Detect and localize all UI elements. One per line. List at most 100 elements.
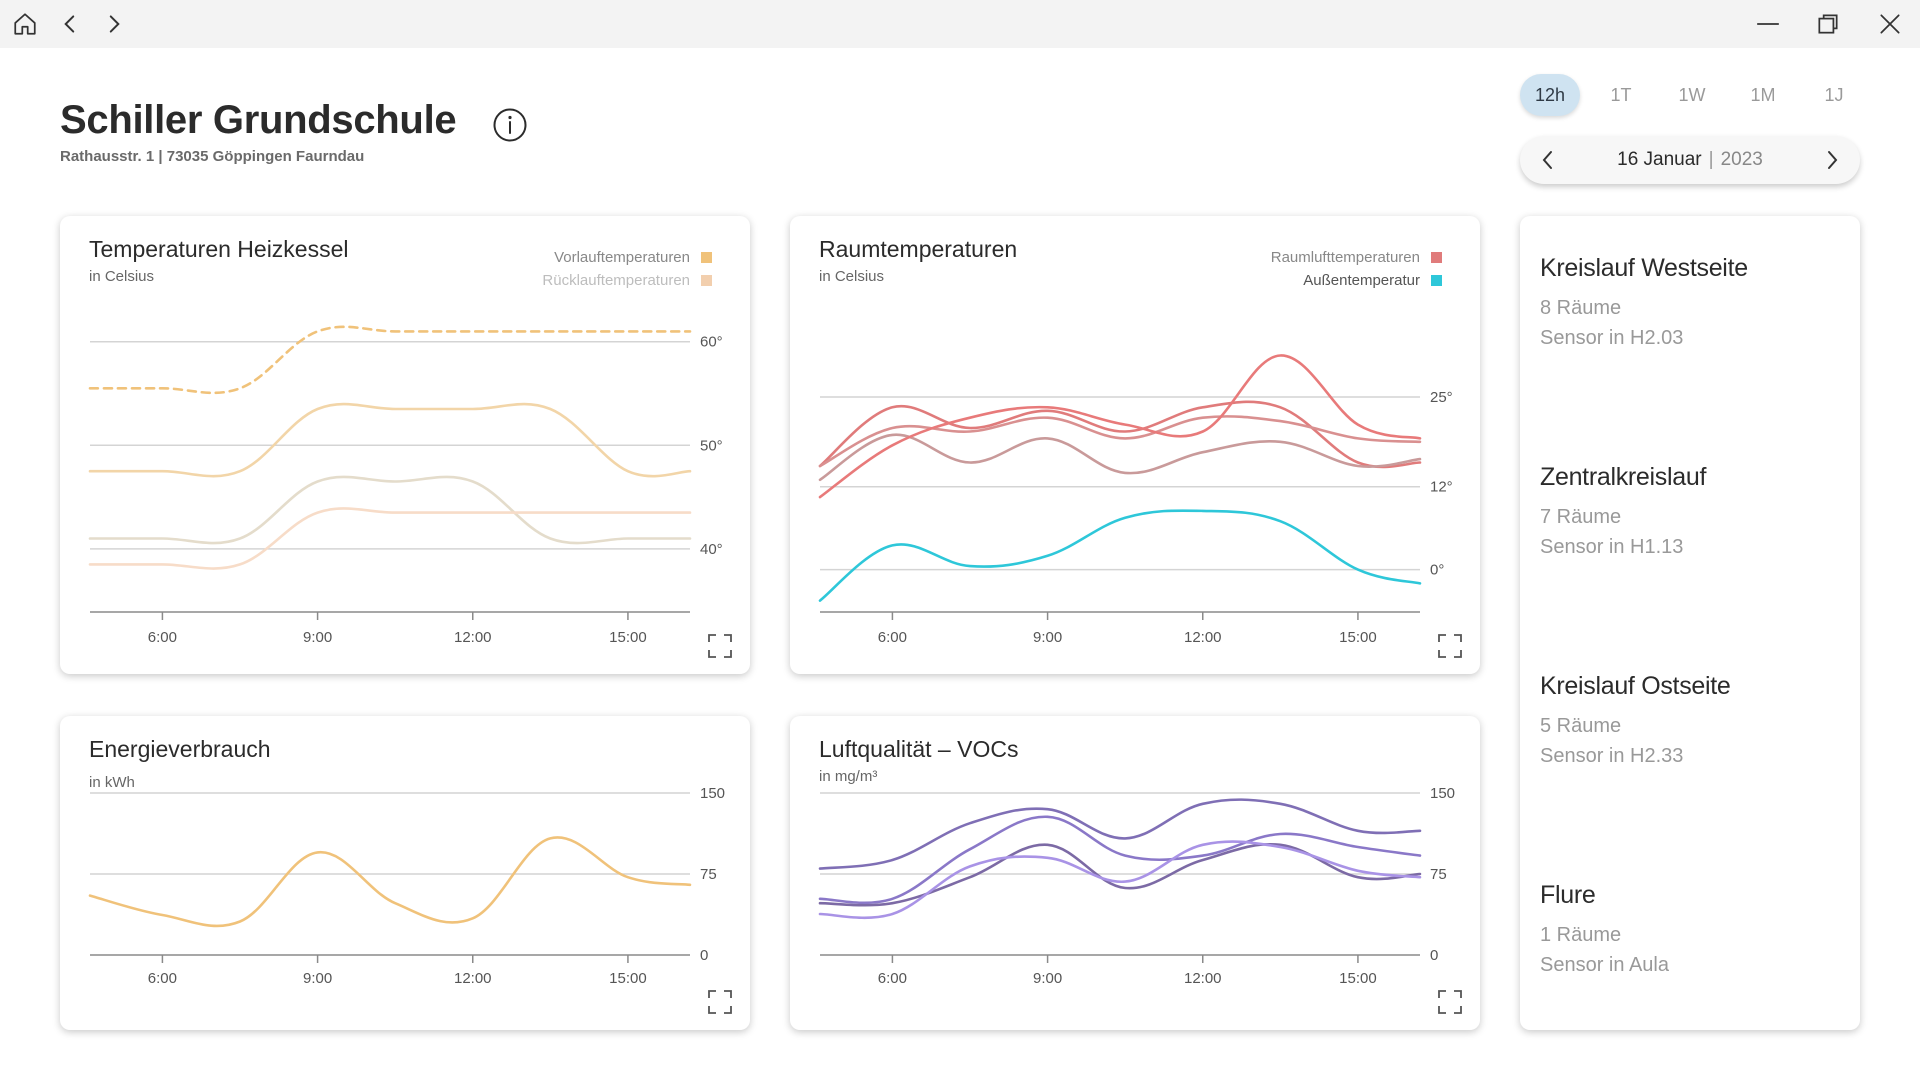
x-tick-label: 6:00 (148, 970, 177, 987)
tab-1j[interactable]: 1J (1824, 84, 1844, 105)
circuit-name: Zentralkreislauf (1540, 463, 1707, 491)
circuit-sensor: Sensor in H2.33 (1540, 745, 1684, 767)
circuit-list-panel: Kreislauf Westseite 8 Räume Sensor in H2… (1520, 216, 1860, 1030)
legend-item: Außentemperatur (1271, 269, 1442, 292)
circuit-rooms: 5 Räume (1540, 715, 1622, 737)
circuit-sensor: Sensor in H2.03 (1540, 327, 1684, 349)
card-title: Energieverbrauch (89, 736, 271, 762)
series-line-4 (88, 507, 692, 570)
circuit-name: Flure (1540, 881, 1596, 909)
legend-swatch (1431, 252, 1442, 263)
legend-label: Raumlufttemperaturen (1270, 249, 1420, 266)
y-tick-label: 150 (700, 785, 725, 802)
series-line-5 (818, 509, 1422, 602)
circuit-sensor: Sensor in Aula (1540, 954, 1669, 976)
y-tick-label: 50° (700, 437, 723, 454)
y-tick-label: 60° (700, 334, 723, 351)
date-year: 2023 (1720, 149, 1763, 170)
legend-swatch (701, 275, 712, 286)
circuit-item-flure[interactable]: Flure 1 Räume Sensor in Aula (1540, 881, 1840, 980)
x-tick-label: 15:00 (609, 970, 647, 987)
card-title: Luftqualität – VOCs (819, 736, 1019, 762)
x-tick-label: 12:00 (454, 629, 492, 646)
y-tick-label: 40° (700, 541, 723, 558)
legend-label: Vorlauftemperaturen (554, 249, 690, 266)
series-line-1 (818, 798, 1422, 870)
circuit-item-zentral[interactable]: Zentralkreislauf 7 Räume Sensor in H1.13 (1540, 463, 1840, 562)
card-unit: in kWh (89, 774, 135, 791)
boiler-temperature-card: Temperaturen Heizkessel in Celsius Vorla… (60, 216, 750, 674)
minimize-icon[interactable] (1752, 8, 1784, 40)
expand-icon[interactable] (707, 633, 733, 659)
x-tick-label: 12:00 (1184, 970, 1222, 987)
series-line-3 (818, 433, 1422, 482)
tab-12h[interactable]: 12h (1520, 74, 1580, 116)
y-tick-label: 12° (1430, 479, 1453, 496)
legend-item: Rücklauftemperaturen (542, 269, 712, 292)
tab-1t[interactable]: 1T (1610, 84, 1632, 105)
y-tick-label: 0° (1430, 562, 1444, 579)
room-temperature-chart: 0° 12° 25° 6:00 9:00 12:00 15:00 (818, 354, 1453, 646)
close-icon[interactable] (1874, 8, 1906, 40)
expand-icon[interactable] (1437, 989, 1463, 1015)
home-icon[interactable] (9, 8, 41, 40)
circuit-rooms: 8 Räume (1540, 297, 1622, 319)
circuit-rooms: 1 Räume (1540, 924, 1622, 946)
legend-item: Vorlauftemperaturen (542, 246, 712, 269)
back-icon[interactable] (54, 8, 86, 40)
circuit-name: Kreislauf Ostseite (1540, 672, 1731, 700)
date-day: 16 Januar (1617, 149, 1702, 170)
y-tick-label: 75 (700, 866, 717, 883)
x-tick-label: 15:00 (609, 629, 647, 646)
legend-swatch (701, 252, 712, 263)
legend-swatch (1431, 275, 1442, 286)
circuit-item-ostseite[interactable]: Kreislauf Ostseite 5 Räume Sensor in H2.… (1540, 672, 1840, 771)
energy-consumption-chart: 0 75 150 6:00 9:00 12:00 15:00 (88, 785, 725, 987)
series-line-1 (88, 325, 692, 395)
chart-legend: Vorlauftemperaturen Rücklauftemperaturen (542, 246, 712, 292)
circuit-item-westseite[interactable]: Kreislauf Westseite 8 Räume Sensor in H2… (1540, 254, 1840, 353)
expand-icon[interactable] (1437, 633, 1463, 659)
info-icon[interactable] (492, 107, 528, 143)
y-tick-label: 150 (1430, 785, 1455, 802)
circuit-rooms: 7 Räume (1540, 506, 1622, 528)
y-tick-label: 25° (1430, 389, 1453, 406)
legend-label: Außentemperatur (1303, 272, 1420, 289)
x-tick-label: 6:00 (878, 970, 907, 987)
series-line-2 (818, 815, 1422, 905)
circuit-sensor: Sensor in H1.13 (1540, 536, 1684, 558)
date-picker: 16 Januar | 2023 (1520, 136, 1860, 184)
restore-icon[interactable] (1812, 8, 1844, 40)
legend-label: Rücklauftemperaturen (542, 272, 690, 289)
air-quality-card: Luftqualität – VOCs in mg/m³ 0 75 150 6:00 9… (790, 716, 1480, 1030)
series-line-1 (818, 400, 1422, 469)
y-tick-label: 0 (1430, 947, 1438, 964)
x-tick-label: 15:00 (1339, 629, 1377, 646)
series-line-2 (818, 415, 1422, 468)
x-tick-label: 12:00 (454, 970, 492, 987)
x-tick-label: 6:00 (148, 629, 177, 646)
series-line-3 (88, 475, 692, 545)
x-tick-label: 12:00 (1184, 629, 1222, 646)
series-line-1 (88, 836, 692, 928)
y-tick-label: 75 (1430, 866, 1447, 883)
energy-consumption-card: Energieverbrauch in kWh 0 75 150 6:00 9:00 12… (60, 716, 750, 1030)
next-date-icon[interactable] (1820, 148, 1844, 172)
tab-1w[interactable]: 1W (1678, 84, 1706, 105)
series-line-4 (818, 354, 1422, 499)
x-tick-label: 9:00 (1033, 629, 1062, 646)
tab-1m[interactable]: 1M (1750, 84, 1776, 105)
air-quality-chart: 0 75 150 6:00 9:00 12:00 15:00 (818, 785, 1455, 987)
boiler-temperature-chart: 40° 50° 60° 6:00 9:00 12:00 15:00 (88, 325, 723, 646)
range-tabs: 12h 1T 1W 1M 1J (1516, 74, 1868, 116)
y-tick-label: 0 (700, 947, 708, 964)
x-tick-label: 9:00 (303, 970, 332, 987)
x-tick-label: 6:00 (878, 629, 907, 646)
x-tick-label: 9:00 (1033, 970, 1062, 987)
legend-item: Raumlufttemperaturen (1271, 246, 1442, 269)
expand-icon[interactable] (707, 989, 733, 1015)
card-unit: in Celsius (89, 268, 155, 285)
x-tick-label: 15:00 (1339, 970, 1377, 987)
forward-icon[interactable] (98, 8, 130, 40)
previous-date-icon[interactable] (1536, 148, 1560, 172)
